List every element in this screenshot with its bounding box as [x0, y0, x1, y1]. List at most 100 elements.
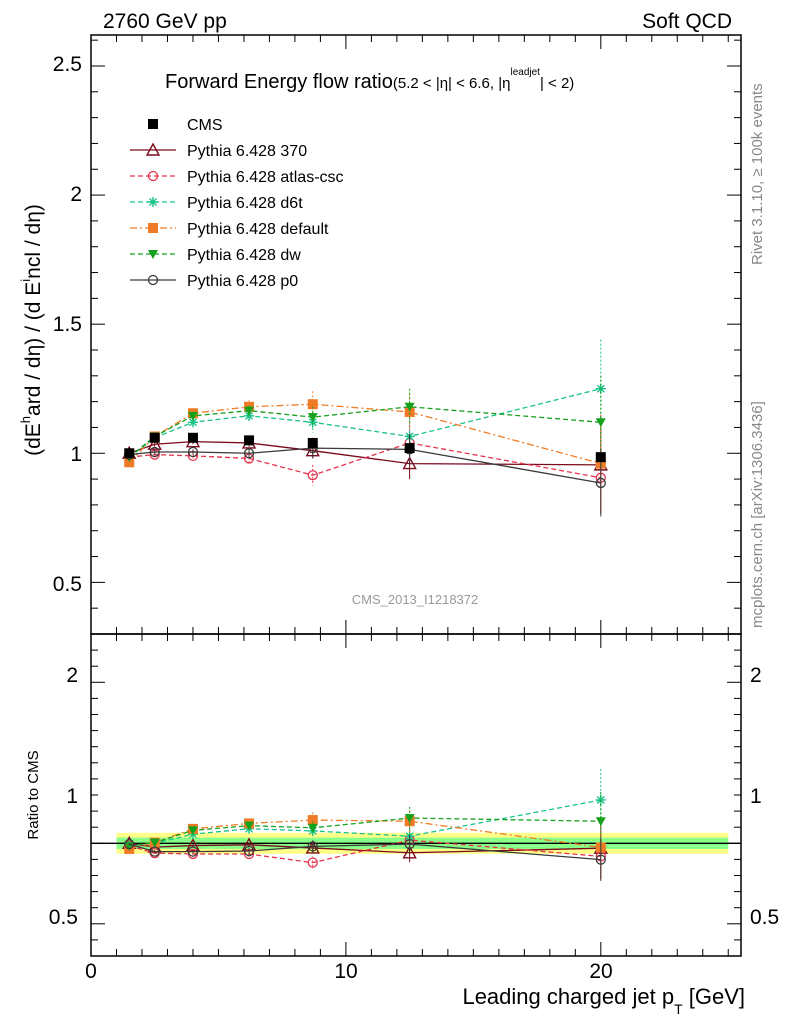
series-4-point: [187, 411, 198, 421]
ylabel-part-4: ncl / dη): [22, 204, 45, 279]
series-2-point: [187, 417, 198, 428]
ratio-axis-ticks: [91, 634, 741, 956]
series-4-ratio-point: [124, 841, 135, 851]
ratio-series-layer: [91, 768, 741, 881]
y-axis-label-ratio: Ratio to CMS: [25, 750, 42, 839]
cms-point: [149, 432, 160, 443]
title-cut: (5.2 < |η| < 6.6, |η: [393, 75, 511, 92]
chart-title: Forward Energy flow ratio(5.2 < |η| < 6.…: [165, 67, 574, 93]
cms-point: [404, 443, 415, 454]
series-5-point: [187, 446, 199, 458]
series-4-ratio-point: [404, 814, 415, 824]
series-2-line: [128, 388, 601, 458]
cms-point: [307, 437, 318, 448]
ylabel-part-3: i: [18, 279, 33, 282]
xlabel-main: Leading charged jet p: [462, 984, 674, 1009]
legend-marker-4: [148, 250, 158, 259]
series-3-point: [307, 399, 318, 410]
series-3-line: [128, 403, 601, 465]
series-4-point: [595, 418, 606, 428]
ytick-main-0.5: 0.5: [53, 573, 82, 596]
series-5-ratio-point: [187, 846, 199, 857]
series-4-ratio-point: [149, 838, 160, 848]
cms-point: [124, 448, 135, 459]
series-5-ratio-point: [149, 846, 160, 857]
legend-marker-1: [147, 170, 159, 182]
series-4-ratio-point: [244, 821, 255, 831]
ytick-main-1.5: 1.5: [53, 313, 82, 336]
ytick-ratio-2-right: 2: [750, 664, 762, 687]
header-left: 2760 GeV pp: [103, 10, 227, 33]
series-0-ratio-point: [402, 845, 417, 859]
series-5-ratio-point: [124, 838, 135, 850]
cms-point: [595, 452, 606, 463]
xtick-0: 0: [85, 960, 97, 983]
series-5-point: [595, 477, 606, 489]
xlabel-unit: [GeV]: [683, 984, 745, 1009]
ytick-main-1: 1: [70, 443, 82, 466]
ytick-main-2: 2: [70, 183, 82, 206]
series-4-point: [244, 406, 255, 416]
xtick-10: 10: [334, 960, 357, 983]
series-4-ratio-point: [187, 826, 198, 836]
main-axis-ticks: [91, 35, 741, 634]
ratio-frame: [90, 633, 742, 957]
series-5-ratio-point: [307, 841, 318, 852]
legend-marker-3: [148, 223, 158, 233]
legend-label-cms: CMS: [187, 117, 223, 134]
legend-marker-2: [148, 197, 158, 207]
series-4-line: [128, 406, 601, 458]
header-right: Soft QCD: [642, 10, 732, 33]
y-axis-label-main: (dEhard / dη) / (d Eincl / dη): [18, 204, 45, 456]
series-2-point: [307, 417, 318, 428]
ytick-ratio-1-right: 1: [750, 785, 762, 808]
series-0-ratio-point: [305, 840, 320, 854]
rivet-label: Rivet 3.1.10, ≥ 100k events: [749, 83, 766, 265]
series-5-ratio-point: [404, 838, 415, 850]
ytick-ratio-1-left: 1: [66, 785, 78, 808]
ytick-main-2.5: 2.5: [53, 53, 82, 76]
series-4-ratio-point: [595, 817, 606, 827]
series-2-point: [244, 410, 255, 421]
xtick-20: 20: [589, 960, 612, 983]
ylabel-part-1: h: [18, 416, 33, 423]
legend-marker-0: [145, 142, 161, 156]
series-3-ratio-point: [307, 815, 318, 826]
legend-label-3: Pythia 6.428 default: [187, 221, 329, 238]
x-axis-label: Leading charged jet pT [GeV]: [462, 984, 745, 1017]
title-main: Forward Energy flow ratio: [165, 71, 393, 93]
ylabel-part-2: ard / dη) / (d E: [22, 282, 45, 416]
series-0-point: [147, 436, 162, 450]
series-5-ratio-point: [595, 854, 606, 865]
series-1-point: [307, 470, 318, 481]
series-1-ratio-point: [307, 857, 318, 868]
xlabel-sub: T: [674, 1001, 683, 1017]
series-4-point: [307, 413, 318, 423]
series-5-ratio-point: [243, 845, 255, 857]
ytick-ratio-0.5-right: 0.5: [750, 906, 779, 929]
series-5-point: [149, 446, 160, 458]
cms-point: [244, 435, 255, 446]
legend-label-0: Pythia 6.428 370: [187, 143, 307, 160]
main-panel: CMS_2013_I1218372 Forward Energy flow ra…: [18, 34, 742, 635]
series-4-point: [404, 402, 415, 412]
series-0-point: [402, 456, 417, 470]
legend-label-1: Pythia 6.428 atlas-csc: [187, 169, 344, 186]
legend-marker-cms: [148, 119, 158, 129]
legend-label-4: Pythia 6.428 dw: [187, 247, 301, 264]
legend-label-2: Pythia 6.428 d6t: [187, 195, 303, 212]
ytick-ratio-0.5-left: 0.5: [49, 906, 78, 929]
mcplots-label: mcplots.cern.ch [arXiv:1306.3436]: [749, 401, 766, 628]
series-3-point: [404, 406, 415, 417]
main-series-layer: [122, 339, 608, 517]
legend: CMS Pythia 6.428 370 Pythia 6.428 atlas-cs…: [130, 117, 344, 290]
series-3-point: [124, 457, 135, 468]
cms-point: [187, 432, 198, 443]
ytick-ratio-2-left: 2: [66, 664, 78, 687]
legend-marker-5: [147, 274, 159, 286]
series-4-ratio-point: [307, 823, 318, 833]
series-5-point: [243, 448, 255, 459]
ratio-panel: Ratio to CMS 2 1 0.5 2 1 0.5: [25, 633, 779, 957]
ylabel-part-0: (dE: [22, 423, 45, 456]
